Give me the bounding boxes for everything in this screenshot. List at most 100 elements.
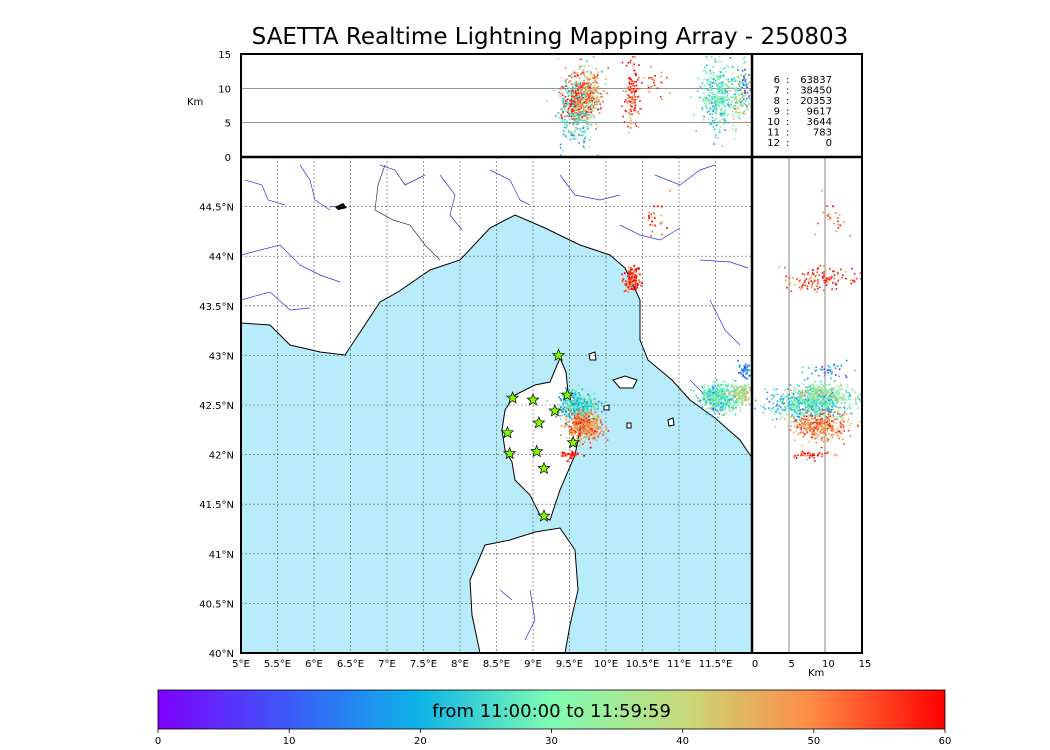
lightning-source-alt-lon [746,105,748,108]
lightning-source [597,436,599,439]
lightning-source-alt-lat [817,433,820,436]
lightning-source [570,391,573,394]
lightning-source-alt-lon [625,99,627,101]
lightning-source-alt-lat [793,454,796,457]
lightning-source-alt-lon [569,118,571,120]
lightning-source-alt-lat [809,453,812,455]
lightning-source-alt-lon [633,85,636,87]
lightning-source-alt-lat [798,280,800,282]
lightning-source-alt-lat [833,222,835,225]
lightning-source-alt-lat [814,404,816,407]
lightning-source-alt-lon [587,106,590,109]
lightning-source [575,413,578,416]
lightning-source [585,432,588,435]
lightning-source-alt-lon [711,88,714,90]
lightning-source [590,407,592,409]
lightning-source [629,273,632,276]
lightning-source-alt-lon [573,117,575,119]
lightning-source-alt-lat [799,279,801,281]
lightning-source-alt-lon [562,103,564,105]
lightning-source-alt-lat [836,431,838,434]
lightning-source-alt-lon [565,115,568,117]
lightning-source-alt-lon [723,104,726,107]
lightning-source [709,399,711,402]
lightning-source [737,395,740,398]
lightning-source-alt-lat [772,387,774,390]
lightning-source-alt-lon [715,82,718,84]
lightning-source-alt-lat [817,278,819,281]
lightning-source-alt-lon [640,107,642,110]
lightning-source-alt-lat [803,395,806,397]
lightning-source-alt-lat [819,264,822,267]
lightning-source [716,390,719,393]
lightning-source-alt-lon [563,134,566,136]
lightning-source-alt-lat [795,402,798,404]
lightning-source [581,422,584,425]
lightning-source-alt-lon [713,72,715,74]
lightning-source [732,403,735,406]
lightning-source-alt-lon [596,81,598,84]
lightning-source-alt-lat [809,403,812,406]
lightning-source-alt-lon [731,66,734,68]
lightning-source-alt-lon [568,97,570,100]
lightning-source-alt-lon [583,73,585,76]
station-star-icon [548,404,562,417]
lightning-source [747,398,750,400]
lightning-source-alt-lon [588,86,590,88]
lightning-source-alt-lat [837,413,839,416]
lightning-source-alt-lon [728,86,731,89]
lightning-source-alt-lat [820,380,823,383]
lightning-source [575,423,577,426]
lightning-source [625,289,628,292]
lightning-source [745,393,747,395]
lightning-source [572,399,574,402]
lightning-source-alt-lon [735,86,737,89]
lightning-source [574,415,577,418]
lightning-source-alt-lon [569,105,572,108]
lightning-source-alt-lat [803,273,806,276]
lightning-source [563,455,566,458]
lightning-source [626,281,629,284]
lightning-source-alt-lat [813,425,816,428]
lightning-source [732,404,734,407]
lightning-source [590,403,593,405]
lightning-source [744,363,747,366]
lightning-source [572,454,575,457]
lightning-source-alt-lon [648,77,650,79]
lightning-source-alt-lat [812,386,814,388]
lightning-source-alt-lon [719,126,721,129]
lightning-source-alt-lat [847,395,850,398]
lightning-source [635,276,638,279]
lightning-source-alt-lat [801,402,803,405]
lightning-source-alt-lat [812,403,814,405]
lightning-source [699,399,702,402]
lightning-source-alt-lat [806,409,809,412]
lightning-source-alt-lon [734,108,737,110]
lightning-source [591,426,594,428]
lightning-source [704,395,706,397]
lightning-source-alt-lat [813,392,816,395]
lightning-source-alt-lat [780,394,783,397]
lightning-source [582,408,585,411]
lightning-source-alt-lat [843,221,845,224]
lightning-source-alt-lon [583,129,586,132]
lightning-source [594,418,596,421]
lightning-source-alt-lon [576,106,579,108]
lightning-source-alt-lon [583,65,586,68]
lightning-source-alt-lat [801,424,804,426]
lightning-source-alt-lon [713,123,715,125]
lightning-source-alt-lat [762,406,765,408]
lightning-source [736,401,739,404]
lightning-source-alt-lon [598,100,601,103]
lightning-source-alt-lat [813,437,816,440]
lightning-source-alt-lat [829,217,832,219]
lightning-source [714,395,716,398]
lightning-source-alt-lon [586,93,588,96]
lightning-source [599,418,602,421]
lightning-source-alt-lat [791,409,793,412]
lightning-source-alt-lon [570,99,573,101]
lightning-source-alt-lon [599,103,601,106]
lightning-source-alt-lat [779,398,781,401]
lightning-source-alt-lon [573,135,575,137]
lightning-source-alt-lat [800,392,802,394]
